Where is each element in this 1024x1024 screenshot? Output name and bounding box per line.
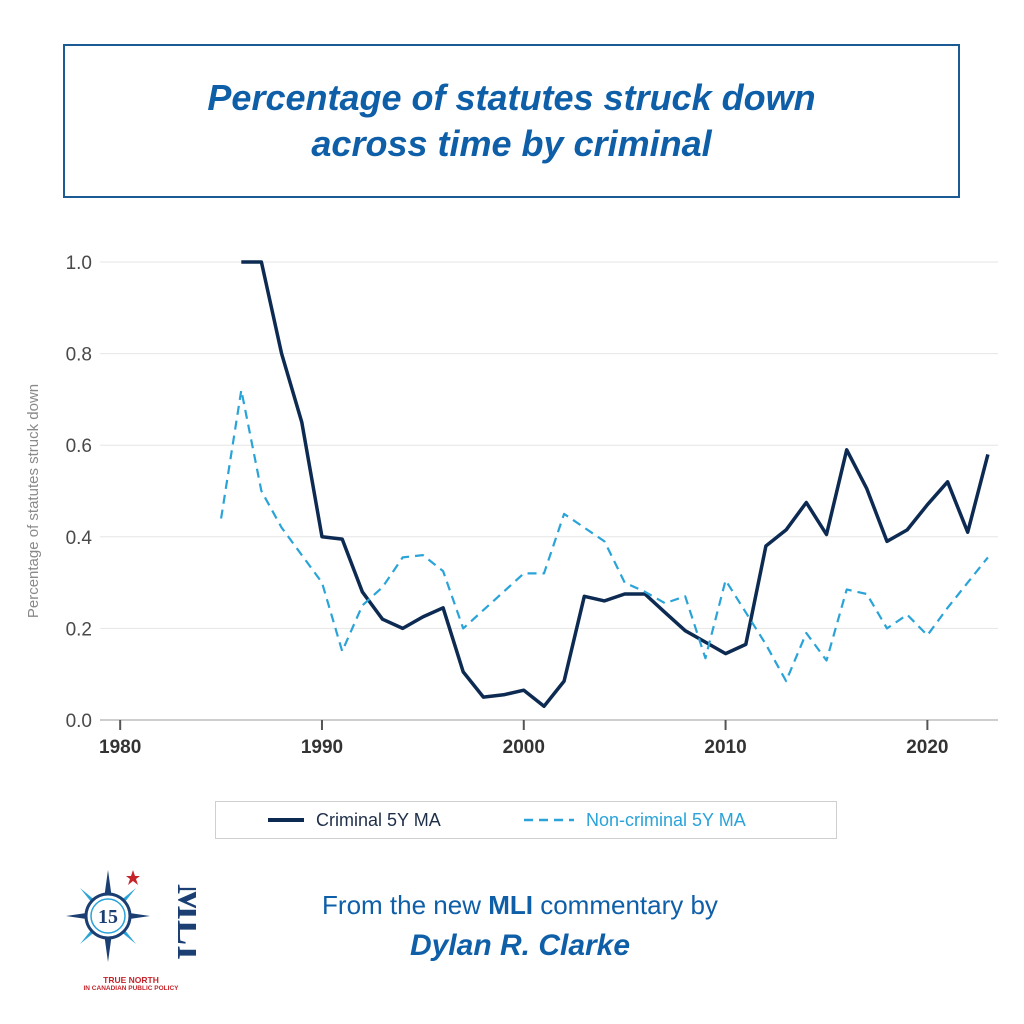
compass-logo-icon: 15 MLI [66,870,211,962]
y-tick-label: 0.6 [66,436,92,457]
footer-prefix: From the new [322,890,489,920]
y-tick-label: 1.0 [66,253,92,274]
logo-tagline-1: TRUE NORTH [103,975,159,985]
legend-label-criminal: Criminal 5Y MA [316,809,441,830]
axes [100,719,998,730]
line-chart: 0.00.20.40.60.81.0 1980 1990 2000 2010 2020 … [25,253,998,758]
x-tick-labels: 1980 1990 2000 2010 2020 [99,737,948,758]
footer-line: From the new MLI commentary by [250,890,790,921]
mli-logo: 15 MLI TRUE NORTH IN CANADIAN PUBLIC POL… [66,866,211,992]
y-tick-label: 0.4 [66,528,93,549]
footer-suffix: commentary by [532,890,718,920]
chart-title-line2: across time by criminal [311,123,712,164]
series-lines [220,260,990,709]
legend-item-noncriminal: Non-criminal 5Y MA [524,802,746,838]
x-tick-label: 2000 [503,737,545,758]
x-tick-label: 2020 [906,737,948,758]
footer-author: Dylan R. Clarke [409,929,631,962]
y-tick-label: 0.0 [66,711,92,732]
series-line-noncriminal [220,389,989,683]
chart-title-line1: Percentage of statutes struck down [207,77,816,118]
footer-brand: MLI [488,890,533,920]
logo-number: 15 [98,906,118,928]
legend-label-noncriminal: Non-criminal 5Y MA [586,809,746,830]
chart-title: Percentage of statutes struck down acros… [132,75,892,167]
series-line-criminal [241,260,990,709]
legend-swatch-criminal [268,818,304,822]
logo-letters: MLI [169,884,196,960]
y-axis-title: Percentage of statutes struck down [25,384,42,618]
logo-tagline-2: IN CANADIAN PUBLIC POLICY [83,985,179,992]
x-tick-label: 1980 [99,737,141,758]
y-tick-label: 0.8 [66,345,92,366]
legend-swatch-noncriminal [524,818,574,822]
x-tick-label: 2010 [704,737,746,758]
y-tick-labels: 0.0 0.2 0.4 0.6 0.8 1.0 [66,253,93,732]
chart-title-box: Percentage of statutes struck down acros… [63,44,960,198]
chart-legend: Criminal 5Y MA Non-criminal 5Y MA [215,801,837,839]
gridlines [100,261,998,629]
footer-credit: From the new MLI commentary by Dylan R. … [250,890,790,963]
legend-item-criminal: Criminal 5Y MA [268,802,441,838]
y-tick-label: 0.2 [66,619,92,640]
x-tick-label: 1990 [301,737,343,758]
maple-leaf-icon [126,870,140,885]
